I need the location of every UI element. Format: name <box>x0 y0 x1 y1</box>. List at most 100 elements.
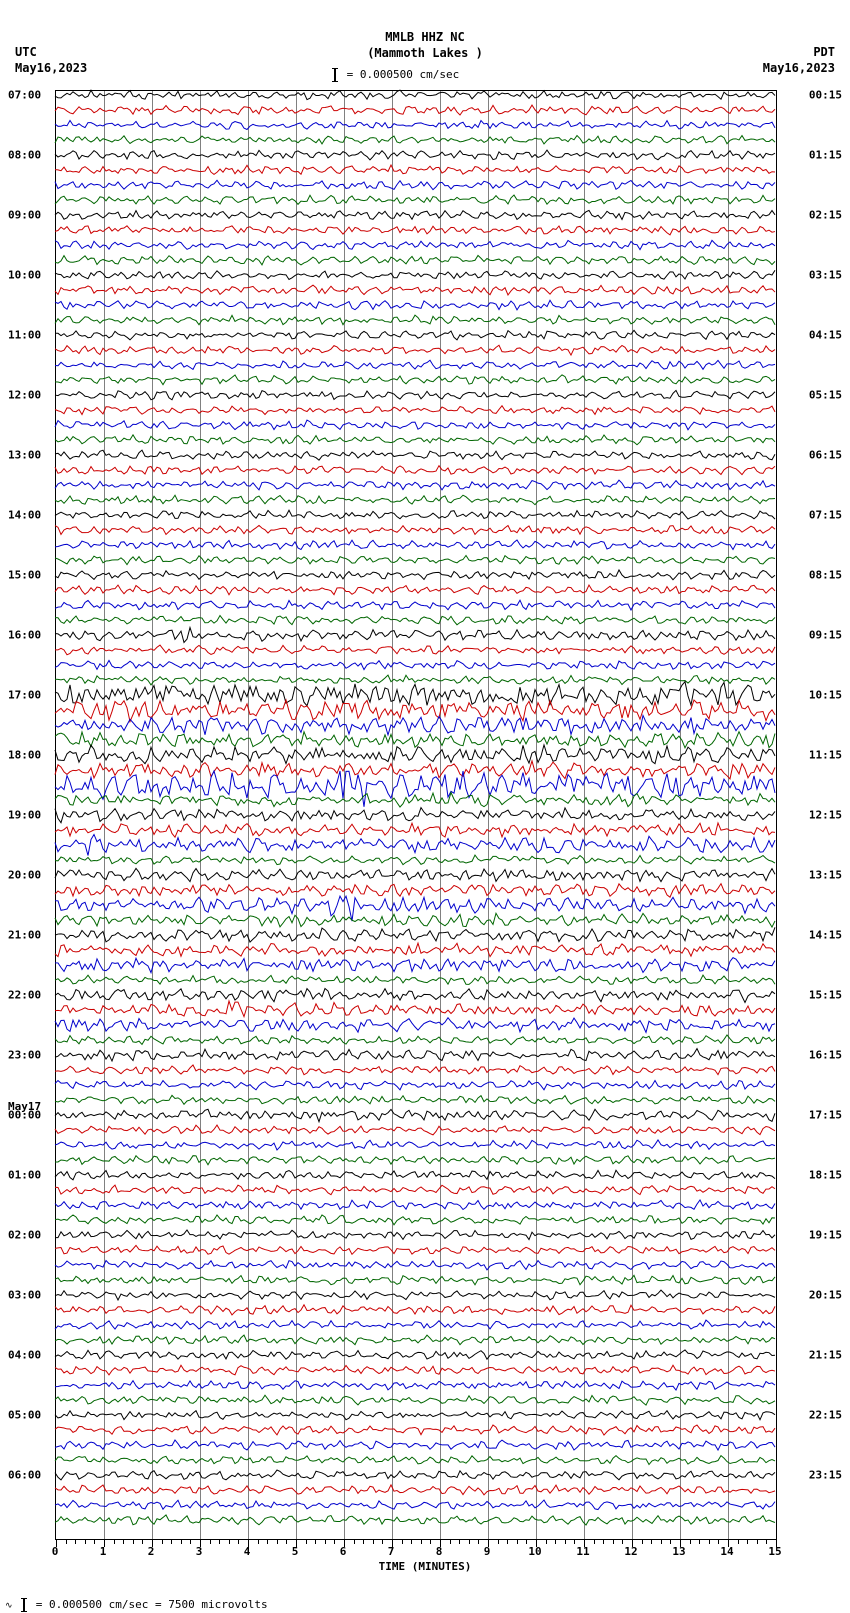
seismic-trace <box>55 140 775 141</box>
station-location: (Mammoth Lakes ) <box>0 46 850 62</box>
x-tick-label: 10 <box>528 1545 541 1558</box>
seismic-trace <box>55 515 775 516</box>
seismic-trace <box>55 1385 775 1386</box>
header-right: PDT May16,2023 <box>763 45 835 76</box>
seismic-trace <box>55 215 775 216</box>
utc-time-label: 04:00 <box>8 1349 41 1362</box>
seismic-trace <box>55 350 775 351</box>
seismic-trace <box>55 530 775 531</box>
seismic-trace <box>55 920 775 921</box>
pdt-time-label: 10:15 <box>809 689 842 702</box>
seismic-trace <box>55 200 775 201</box>
seismic-trace <box>55 860 775 861</box>
seismic-trace <box>55 605 775 606</box>
utc-time-label: 09:00 <box>8 209 41 222</box>
x-tick-label: 8 <box>436 1545 443 1558</box>
seismic-trace <box>55 410 775 411</box>
seismic-trace <box>55 1475 775 1476</box>
x-tick-label: 5 <box>292 1545 299 1558</box>
pdt-time-label: 07:15 <box>809 509 842 522</box>
seismic-trace <box>55 305 775 306</box>
utc-time-label: 14:00 <box>8 509 41 522</box>
pdt-time-label: 06:15 <box>809 449 842 462</box>
seismic-trace <box>55 590 775 591</box>
seismic-trace <box>55 485 775 486</box>
seismic-trace <box>55 650 775 651</box>
seismic-trace <box>55 365 775 366</box>
utc-time-label: 20:00 <box>8 869 41 882</box>
x-tick-label: 11 <box>576 1545 589 1558</box>
station-header: MMLB HHZ NC (Mammoth Lakes ) <box>0 30 850 61</box>
utc-tz-label: UTC <box>15 45 87 61</box>
seismic-trace <box>55 1280 775 1281</box>
x-tick-label: 6 <box>340 1545 347 1558</box>
pdt-time-label: 19:15 <box>809 1229 842 1242</box>
pdt-time-label: 17:15 <box>809 1109 842 1122</box>
pdt-time-label: 12:15 <box>809 809 842 822</box>
seismic-trace <box>55 380 775 381</box>
seismic-trace <box>55 335 775 336</box>
seismic-trace <box>55 425 775 426</box>
seismic-trace <box>55 185 775 186</box>
seismic-trace <box>55 95 775 96</box>
seismic-trace <box>55 815 775 816</box>
pdt-time-label: 01:15 <box>809 149 842 162</box>
pdt-time-label: 00:15 <box>809 89 842 102</box>
seismic-trace <box>55 110 775 111</box>
seismic-trace <box>55 995 775 996</box>
footer-scale-bar-icon <box>23 1598 25 1612</box>
header-left: UTC May16,2023 <box>15 45 87 76</box>
utc-time-label: 03:00 <box>8 1289 41 1302</box>
seismic-trace <box>55 560 775 561</box>
seismic-trace <box>55 785 775 786</box>
seismic-trace <box>55 1490 775 1491</box>
seismic-trace <box>55 980 775 981</box>
utc-time-label: 06:00 <box>8 1469 41 1482</box>
seismic-trace <box>55 695 775 696</box>
pdt-time-label: 13:15 <box>809 869 842 882</box>
seismic-trace <box>55 620 775 621</box>
x-tick-label: 3 <box>196 1545 203 1558</box>
seismic-trace <box>55 1130 775 1131</box>
pdt-time-label: 11:15 <box>809 749 842 762</box>
seismic-trace <box>55 170 775 171</box>
seismic-trace <box>55 1325 775 1326</box>
pdt-date-label: May16,2023 <box>763 61 835 77</box>
seismic-trace <box>55 1070 775 1071</box>
x-tick-label: 7 <box>388 1545 395 1558</box>
seismic-trace <box>55 890 775 891</box>
seismic-trace <box>55 1520 775 1521</box>
utc-time-label: 21:00 <box>8 929 41 942</box>
utc-time-label: 00:00 <box>8 1109 41 1122</box>
seismic-trace <box>55 770 775 771</box>
seismic-trace <box>55 845 775 846</box>
x-tick-label: 14 <box>720 1545 733 1558</box>
seismic-trace <box>55 440 775 441</box>
footer-scale: ∿ = 0.000500 cm/sec = 7500 microvolts <box>5 1598 268 1612</box>
seismic-trace <box>55 1370 775 1371</box>
seismic-trace <box>55 710 775 711</box>
x-tick-label: 4 <box>244 1545 251 1558</box>
utc-time-label: 08:00 <box>8 149 41 162</box>
pdt-time-label: 14:15 <box>809 929 842 942</box>
pdt-time-label: 15:15 <box>809 989 842 1002</box>
seismic-trace <box>55 1040 775 1041</box>
seismic-trace <box>55 155 775 156</box>
seismic-trace <box>55 1145 775 1146</box>
seismic-trace <box>55 1445 775 1446</box>
x-tick-label: 12 <box>624 1545 637 1558</box>
utc-time-label: 23:00 <box>8 1049 41 1062</box>
seismic-trace <box>55 1460 775 1461</box>
seismic-trace <box>55 665 775 666</box>
utc-time-label: 11:00 <box>8 329 41 342</box>
scale-bar-icon <box>334 68 336 82</box>
seismic-trace <box>55 1505 775 1506</box>
seismic-trace <box>55 245 775 246</box>
seismic-trace <box>55 1190 775 1191</box>
scale-text: = 0.000500 cm/sec <box>347 68 460 81</box>
x-axis-title: TIME (MINUTES) <box>0 1560 850 1573</box>
x-tick-label: 1 <box>100 1545 107 1558</box>
seismic-trace <box>55 740 775 741</box>
utc-time-label: 05:00 <box>8 1409 41 1422</box>
seismic-trace <box>55 1220 775 1221</box>
